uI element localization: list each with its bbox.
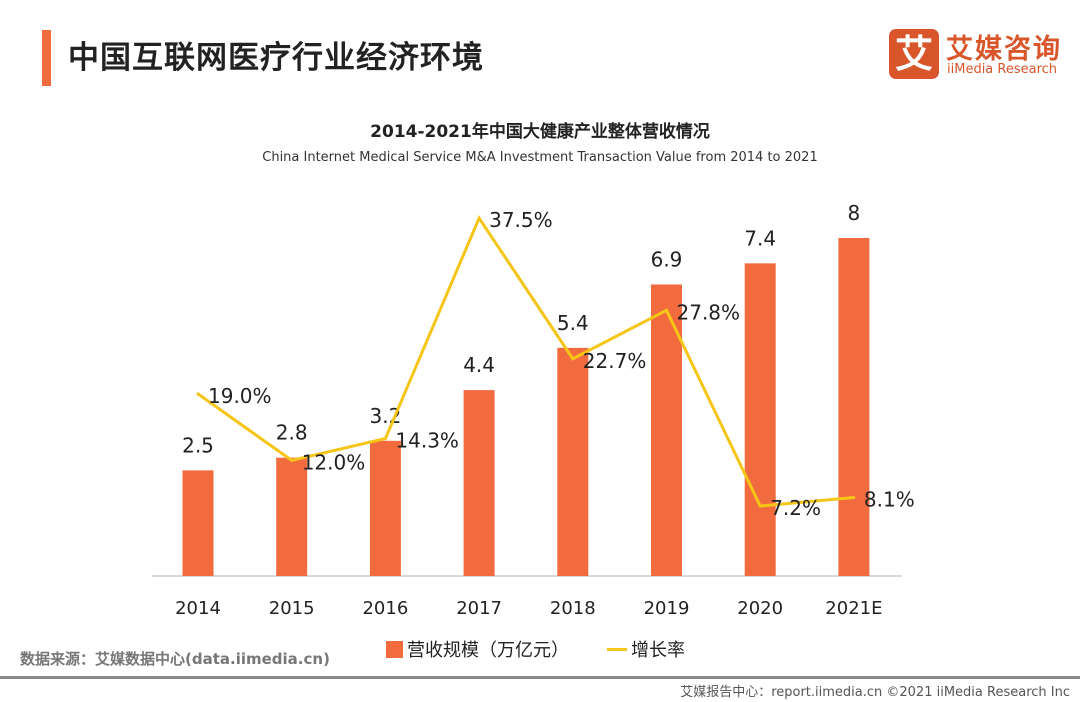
growth-label: 37.5%	[489, 208, 553, 232]
growth-line	[197, 215, 855, 508]
page-title: 中国互联网医疗行业经济环境	[68, 40, 484, 76]
growth-point	[571, 357, 575, 361]
logo-mark: 艾	[889, 29, 939, 79]
growth-point	[477, 216, 481, 220]
growth-label: 8.1%	[864, 487, 915, 511]
growth-point	[196, 392, 200, 396]
bar-label: 8	[848, 201, 861, 225]
chart-subtitle: China Internet Medical Service M&A Inves…	[262, 150, 818, 165]
growth-label: 12.0%	[302, 450, 366, 474]
bar-label: 2.5	[182, 433, 214, 457]
growth-point	[383, 437, 387, 441]
legend-bar-swatch	[386, 640, 403, 658]
bar-2014	[182, 470, 214, 576]
x-tick-label: 2016	[362, 598, 408, 619]
x-tick-label: 2015	[269, 598, 315, 619]
logo-en-text: iiMedia Research	[947, 62, 1058, 77]
bar-label: 2.8	[276, 421, 308, 445]
bar-2019	[651, 284, 682, 576]
x-tick-label: 2014	[175, 598, 221, 619]
x-tick-label: 2018	[550, 598, 596, 619]
logo-cn-text: 艾媒咨询	[946, 34, 1062, 65]
growth-point	[758, 504, 762, 508]
growth-label: 7.2%	[770, 496, 821, 520]
growth-point	[290, 458, 294, 462]
iimedia-logo: 艾 艾媒咨询 iiMedia Research	[889, 29, 1069, 81]
x-tick-label: 2021E	[825, 598, 882, 619]
bar-label: 7.4	[744, 226, 776, 250]
footer-divider	[0, 676, 1080, 679]
legend: 营收规模（万亿元） 增长率	[386, 636, 685, 662]
legend-line-label: 增长率	[631, 640, 685, 661]
growth-label: 19.0%	[208, 384, 272, 408]
x-tick-label: 2020	[737, 598, 783, 619]
bar-label: 6.9	[651, 247, 683, 271]
growth-label: 22.7%	[583, 349, 647, 373]
growth-point	[665, 308, 668, 312]
x-tick-label: 2019	[644, 598, 690, 619]
bar-2021E	[838, 238, 870, 576]
bar-label: 4.4	[463, 353, 495, 377]
growth-point	[852, 495, 856, 499]
chart-title: 2014-2021年中国大健康产业整体营收情况	[370, 122, 710, 142]
bar-2015	[276, 457, 308, 576]
bar-2020	[744, 263, 776, 576]
title-accent-bar	[42, 30, 51, 86]
bar-2017	[463, 390, 495, 576]
bar-label: 5.4	[557, 311, 589, 335]
data-source: 数据来源：艾媒数据中心(data.iimedia.cn)	[20, 650, 330, 668]
footer: 艾媒报告中心：report.iimedia.cn ©2021 iiMedia R…	[680, 685, 1070, 700]
growth-label: 14.3%	[395, 429, 459, 453]
bar-2018	[557, 347, 589, 576]
x-tick-label: 2017	[456, 598, 502, 619]
legend-bar-label: 营收规模（万亿元）	[407, 640, 569, 661]
legend-line-swatch	[607, 647, 627, 651]
bar-2016	[369, 440, 401, 576]
growth-label: 27.8%	[677, 300, 741, 324]
